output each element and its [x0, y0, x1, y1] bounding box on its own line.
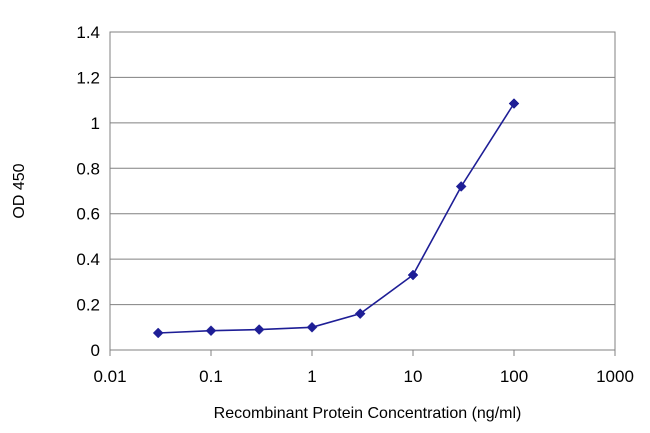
- data-point: [354, 308, 366, 320]
- x-axis-title: Recombinant Protein Concentration (ng/ml…: [214, 405, 522, 422]
- y-tick-label: 1: [91, 114, 100, 133]
- data-series: [152, 98, 520, 339]
- data-point: [253, 324, 265, 335]
- x-tick-label: 1: [307, 367, 316, 386]
- data-point: [306, 321, 318, 333]
- y-tick-labels: 0 0.2 0.4 0.6 0.8 1 1.2 1.4: [76, 23, 100, 360]
- plot-area: [110, 32, 615, 350]
- y-tick-label: 1.2: [76, 68, 100, 87]
- x-tick-marks: [109, 350, 616, 356]
- data-point: [508, 98, 520, 109]
- x-tick-label: 0.01: [93, 367, 126, 386]
- y-tick-label: 1.4: [76, 23, 100, 42]
- y-axis-title: OD 450: [11, 163, 28, 218]
- data-point: [455, 181, 467, 192]
- y-tick-label: 0.6: [76, 205, 100, 224]
- x-tick-label: 1000: [596, 367, 634, 386]
- y-tick-label: 0: [91, 341, 100, 360]
- data-point: [407, 269, 419, 281]
- series-line: [158, 103, 515, 334]
- x-tick-labels: 0.01 0.1 1 10 100 1000: [93, 367, 633, 386]
- grid-lines: [110, 31, 615, 351]
- y-tick-label: 0.4: [76, 250, 100, 269]
- data-point: [152, 327, 164, 339]
- x-tick-label: 10: [404, 367, 423, 386]
- x-tick-label: 0.1: [199, 367, 223, 386]
- y-tick-label: 0.2: [76, 296, 100, 315]
- x-tick-label: 100: [500, 367, 528, 386]
- y-tick-label: 0.8: [76, 159, 100, 178]
- data-point: [205, 325, 217, 337]
- plot-border: [109, 31, 616, 351]
